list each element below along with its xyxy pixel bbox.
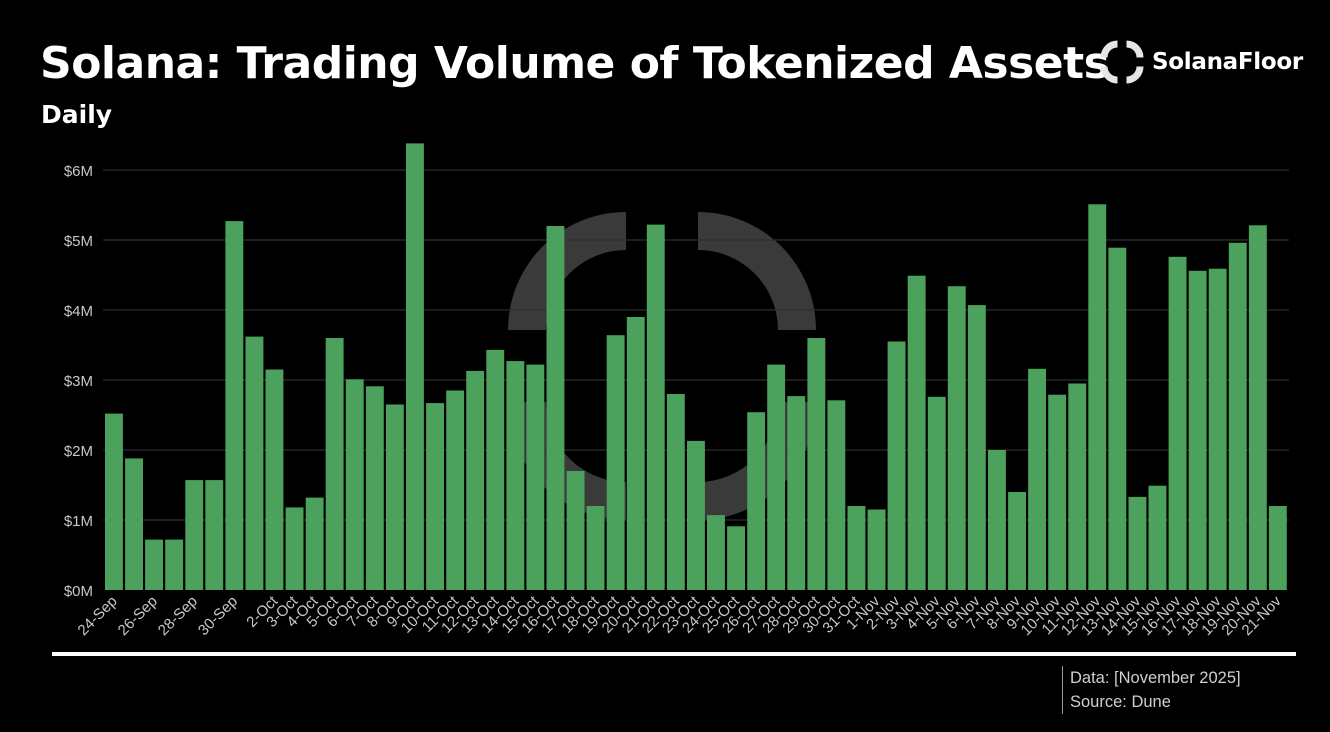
bar-6-Nov <box>967 305 986 590</box>
bar-9-Nov <box>1028 368 1046 590</box>
bar-28-Oct <box>787 396 806 590</box>
bar-19-Nov <box>1228 242 1247 591</box>
bar-31-Oct <box>847 506 866 590</box>
bar-4-Oct <box>305 497 324 590</box>
bar-16-Nov <box>1168 256 1187 590</box>
bar-1-Oct <box>245 336 264 590</box>
bar-2-Nov <box>887 341 906 590</box>
bar-16-Oct <box>546 226 565 590</box>
bar-24-Sep <box>105 413 123 590</box>
svg-text:$4M: $4M <box>64 303 93 320</box>
x-tick-label: 30-Sep <box>195 593 241 639</box>
bar-25-Sep <box>125 458 143 590</box>
bar-17-Nov <box>1188 270 1207 590</box>
bar-12-Nov <box>1088 204 1107 591</box>
bar-19-Oct <box>606 335 625 590</box>
bar-27-Sep <box>165 539 184 590</box>
bar-29-Sep <box>205 480 224 590</box>
bar-4-Nov <box>927 396 946 590</box>
bar-29-Oct <box>807 338 826 590</box>
brand-name: SolanaFloor <box>1152 49 1303 75</box>
bar-17-Oct <box>566 471 585 590</box>
svg-text:$2M: $2M <box>64 443 93 460</box>
bar-13-Nov <box>1108 247 1127 590</box>
bar-11-Oct <box>446 390 465 590</box>
bar-21-Oct <box>646 224 665 590</box>
svg-text:$0M: $0M <box>64 583 93 600</box>
bar-11-Nov <box>1068 383 1087 590</box>
svg-text:$6M: $6M <box>64 163 93 180</box>
bar-12-Oct <box>466 370 485 590</box>
data-date-note: Data: [November 2025] <box>1070 669 1241 687</box>
bar-26-Sep <box>145 539 163 590</box>
bar-6-Oct <box>345 379 364 590</box>
bar-27-Oct <box>767 364 786 590</box>
bar-24-Oct <box>707 515 725 590</box>
bar-28-Sep <box>185 480 204 590</box>
solanafloor-pinwheel-icon <box>1100 40 1144 84</box>
x-tick-label: 26-Sep <box>115 593 161 639</box>
bar-3-Oct <box>285 507 304 590</box>
bar-7-Oct <box>365 386 384 590</box>
chart-subtitle: Daily <box>41 100 113 129</box>
bar-14-Oct <box>506 361 525 590</box>
bar-13-Oct <box>486 349 505 590</box>
bar-14-Nov <box>1128 496 1147 590</box>
bar-8-Nov <box>1008 492 1026 590</box>
bar-9-Oct <box>406 143 424 590</box>
bars <box>105 143 1287 591</box>
bar-30-Sep <box>225 221 244 590</box>
y-axis: $0M $1M $2M $3M $4M $5M $6M <box>64 163 93 600</box>
bar-5-Oct <box>325 338 344 590</box>
bar-3-Nov <box>907 275 926 590</box>
bar-10-Nov <box>1048 394 1067 590</box>
chart-title: Solana: Trading Volume of Tokenized Asse… <box>40 38 1110 89</box>
bar-2-Oct <box>265 369 284 590</box>
footer-divider <box>52 652 1296 656</box>
bar-10-Oct <box>426 403 444 590</box>
bar-18-Nov <box>1208 268 1227 590</box>
footer-note: Data: [November 2025] Source: Dune <box>1062 666 1241 714</box>
bar-15-Oct <box>526 364 545 590</box>
svg-text:$3M: $3M <box>64 373 93 390</box>
svg-text:$1M: $1M <box>64 513 93 530</box>
bar-25-Oct <box>727 526 745 590</box>
bar-15-Nov <box>1148 485 1167 590</box>
svg-text:$5M: $5M <box>64 233 93 250</box>
bar-20-Nov <box>1248 225 1267 591</box>
bar-18-Oct <box>586 506 605 590</box>
bar-30-Oct <box>827 400 846 590</box>
bar-21-Nov <box>1268 506 1287 590</box>
x-tick-label: 28-Sep <box>155 593 201 639</box>
bar-23-Oct <box>687 440 705 590</box>
bar-20-Oct <box>626 317 645 590</box>
bar-7-Nov <box>988 450 1006 590</box>
bar-22-Oct <box>666 394 685 590</box>
bar-1-Nov <box>867 509 886 590</box>
bar-26-Oct <box>747 412 766 590</box>
bar-8-Oct <box>385 404 404 590</box>
brand-logo: SolanaFloor <box>1100 40 1303 84</box>
data-source: Source: Dune <box>1070 693 1171 711</box>
bar-5-Nov <box>947 286 966 590</box>
